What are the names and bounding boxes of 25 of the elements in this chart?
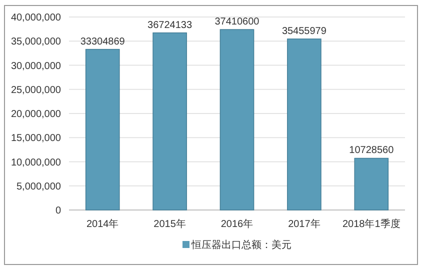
y-tick-label: 35,000,000 bbox=[10, 36, 62, 48]
x-tick-label: 2014年 bbox=[86, 218, 119, 230]
data-label: 33304869 bbox=[80, 36, 126, 48]
y-tick-label: 30,000,000 bbox=[10, 60, 62, 72]
y-tick-label: 40,000,000 bbox=[10, 12, 62, 24]
bar bbox=[152, 32, 187, 210]
data-label: 37410600 bbox=[214, 16, 260, 28]
x-tick-label: 2015年 bbox=[154, 218, 186, 230]
bar bbox=[287, 38, 322, 210]
bar bbox=[85, 48, 120, 210]
bar bbox=[354, 158, 389, 210]
legend-label: 恒压器出口总额：美元 bbox=[190, 239, 292, 251]
data-label: 35455979 bbox=[282, 26, 327, 37]
x-tick-label: 2017年 bbox=[288, 218, 320, 230]
x-tick-label: 2016年 bbox=[220, 218, 254, 230]
y-tick-label: 5,000,000 bbox=[16, 181, 62, 192]
data-label: 10728560 bbox=[349, 145, 394, 156]
x-tick-label: 2018年1季度 bbox=[342, 218, 400, 230]
data-label: 36724133 bbox=[148, 20, 192, 31]
bar bbox=[220, 29, 254, 210]
y-tick-label: 15,000,000 bbox=[10, 133, 62, 144]
y-tick-label: 10,000,000 bbox=[10, 157, 62, 168]
y-tick-label: 25,000,000 bbox=[10, 84, 62, 96]
y-tick-label: 0 bbox=[55, 206, 62, 216]
y-tick-label: 20,000,000 bbox=[10, 109, 62, 120]
